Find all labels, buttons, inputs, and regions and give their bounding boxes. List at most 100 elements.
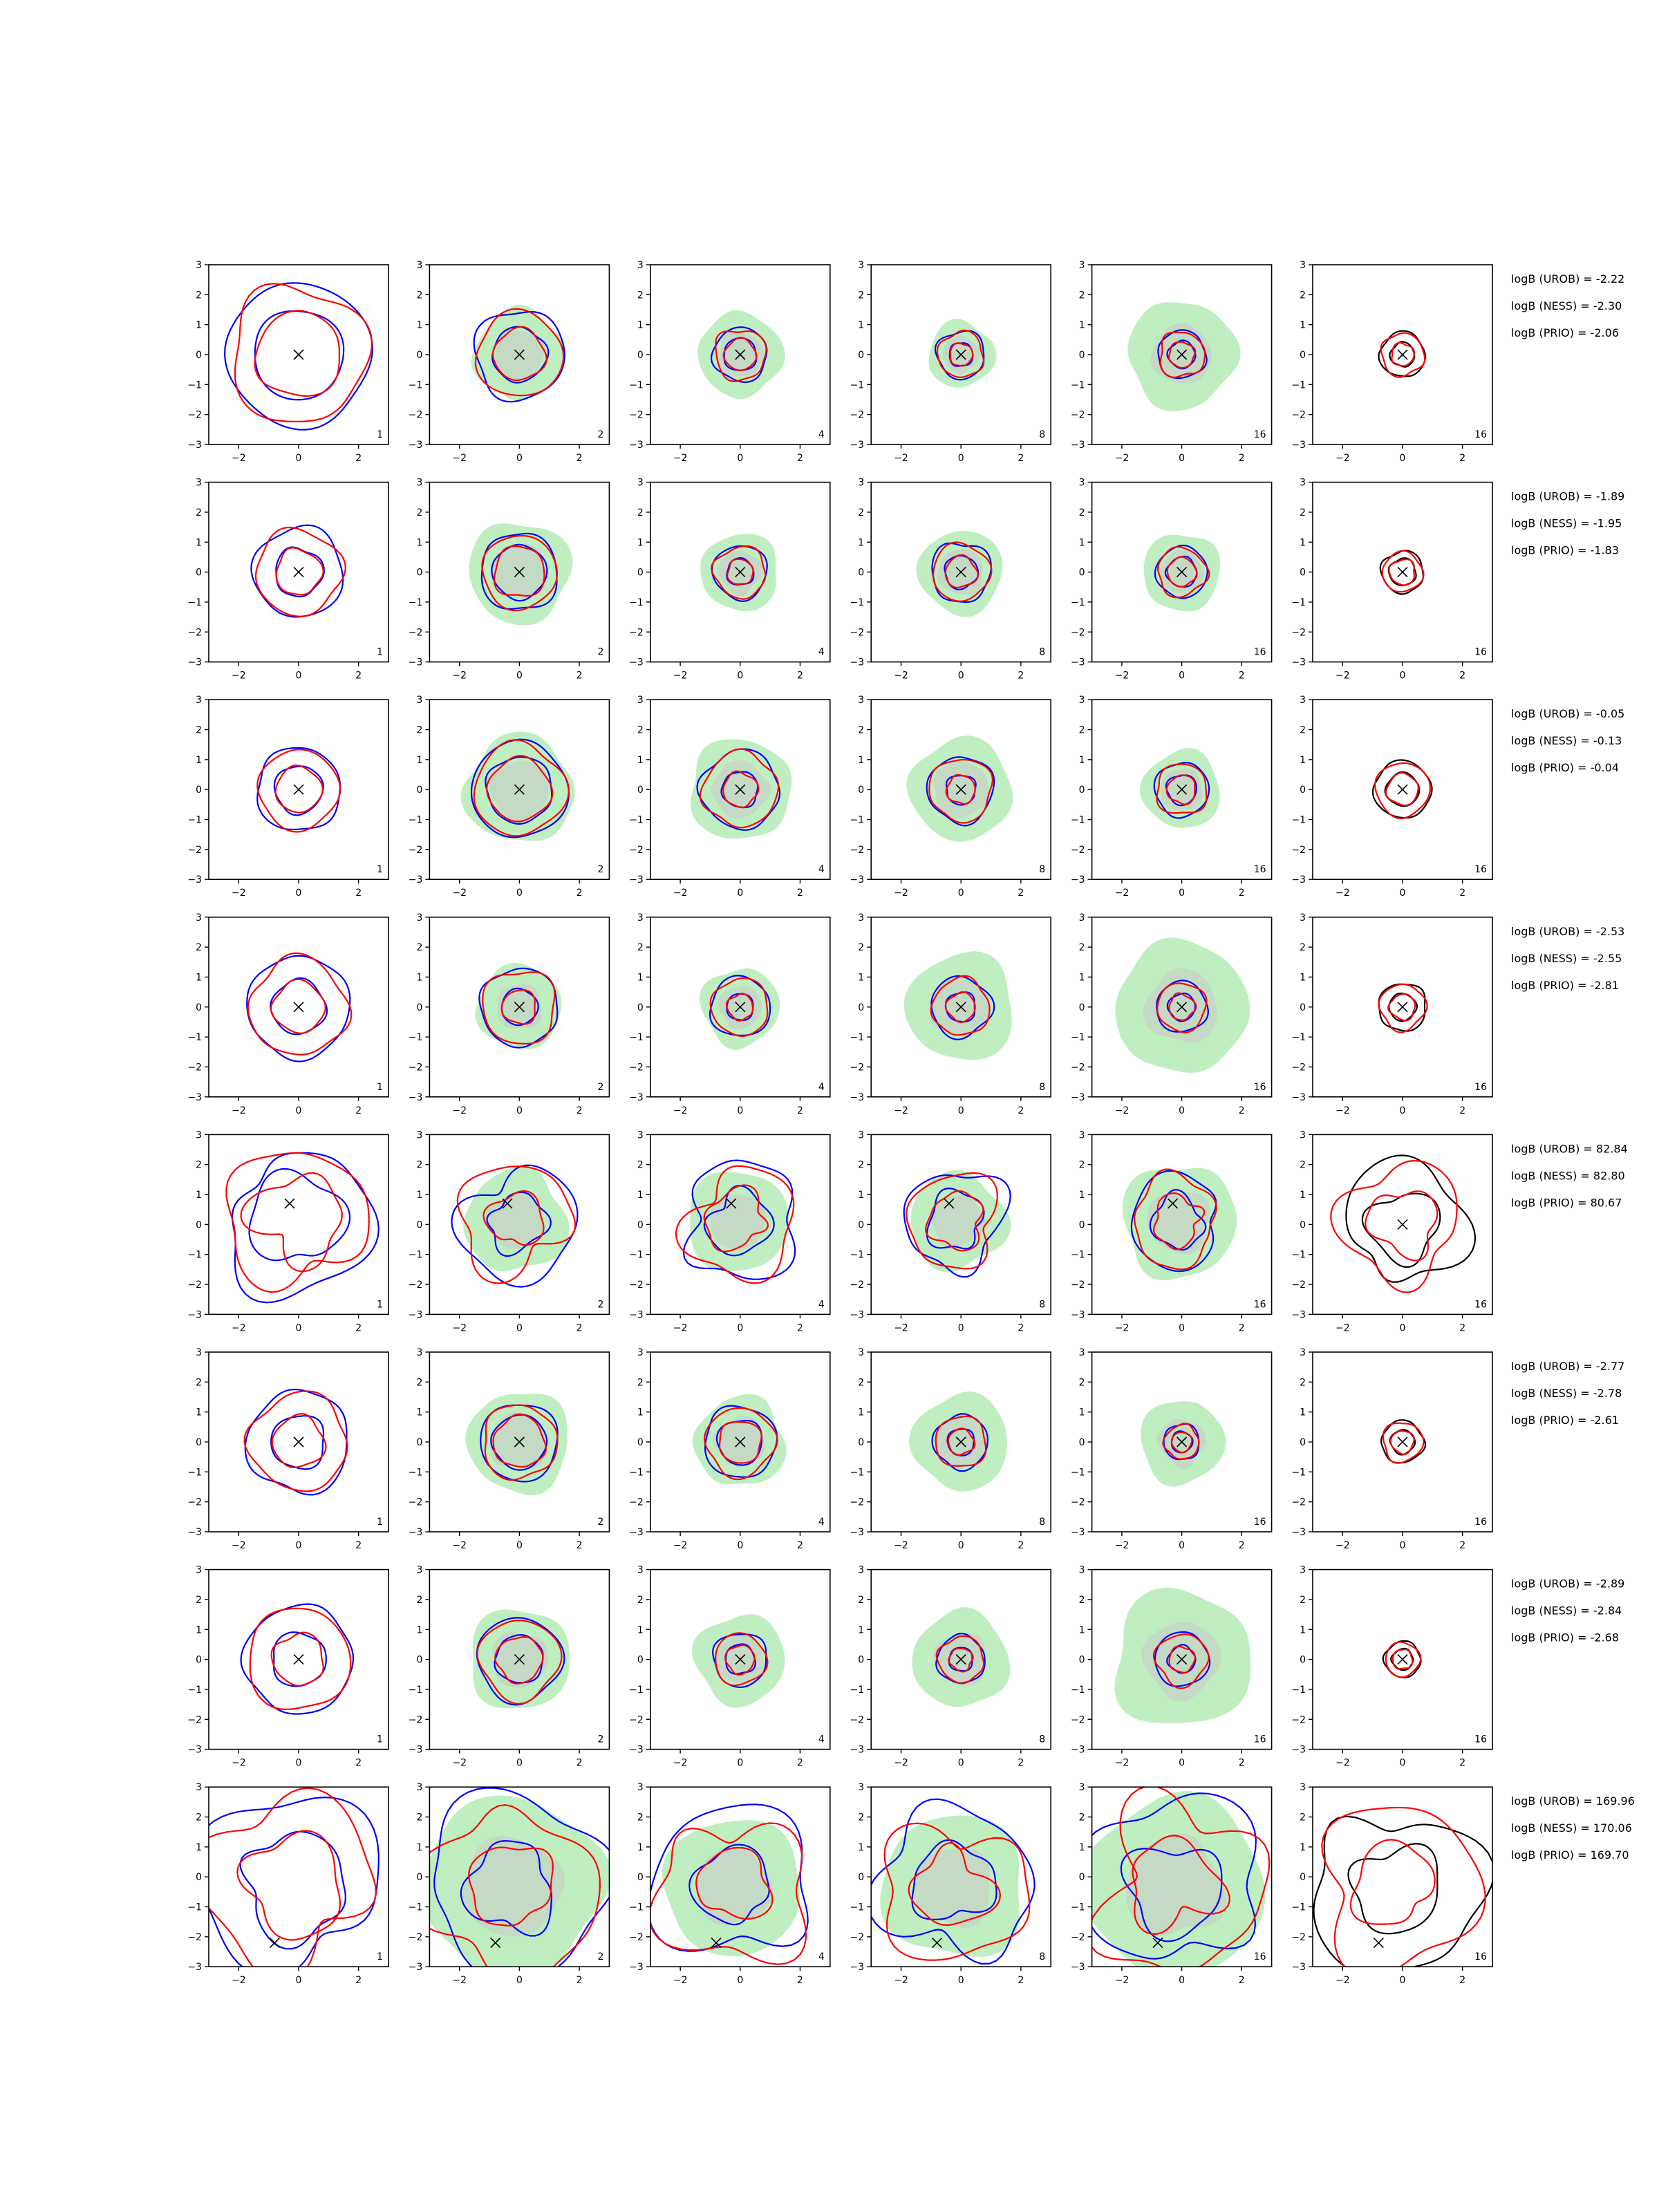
y-tick-label: 2 xyxy=(637,1160,644,1171)
y-tick-label: 2 xyxy=(1079,1812,1085,1824)
x-tick-label: −2 xyxy=(232,1322,246,1333)
y-tick-label: −2 xyxy=(629,1714,644,1725)
true-value-marker xyxy=(1177,784,1188,795)
y-tick-label: 2 xyxy=(416,507,422,518)
y-tick-label: −1 xyxy=(1071,597,1085,608)
series-b-contour xyxy=(703,1407,778,1481)
y-tick-label: −1 xyxy=(187,815,202,826)
series-a-contour xyxy=(480,532,558,610)
y-tick-label: −2 xyxy=(409,1062,423,1073)
y-tick-label: 0 xyxy=(416,785,422,796)
y-tick-label: 3 xyxy=(637,695,644,706)
panel-plot-area xyxy=(223,282,374,431)
panel-corner-label: 1 xyxy=(377,429,383,440)
y-tick-label: −1 xyxy=(409,379,423,391)
y-tick-label: −3 xyxy=(629,1309,644,1320)
true-value-marker xyxy=(293,1002,304,1013)
y-tick-label: 2 xyxy=(1300,1377,1306,1388)
panel-corner-label: 2 xyxy=(597,1299,603,1310)
y-tick-label: −2 xyxy=(629,627,644,638)
x-tick-label: 2 xyxy=(577,1758,583,1769)
y-tick-label: 0 xyxy=(637,1437,644,1448)
x-tick-label: −2 xyxy=(1335,1322,1350,1333)
panel-r2-c3: 3 2 1 0 −1 −2 −3 −2 0 2 4 xyxy=(629,478,831,682)
x-tick-label: −2 xyxy=(232,1540,246,1551)
series-b-contour xyxy=(1330,1159,1458,1293)
panel-r7-c5: 3 2 1 0 −1 −2 −3 −2 0 2 16 xyxy=(1071,1565,1273,1769)
panel-corner-label: 2 xyxy=(597,1734,603,1745)
x-tick-label: 2 xyxy=(1239,1540,1245,1551)
y-tick-label: −1 xyxy=(629,1467,644,1478)
x-tick-label: 2 xyxy=(1459,453,1465,464)
true-value-marker xyxy=(1177,567,1188,578)
panel-plot-area xyxy=(1379,550,1425,595)
y-tick-label: 0 xyxy=(196,1002,202,1013)
series-a-contour xyxy=(239,1830,347,1950)
panel-corner-label: 2 xyxy=(597,429,603,440)
y-tick-label: 0 xyxy=(1300,1872,1306,1883)
y-tick-label: −3 xyxy=(409,874,423,885)
y-tick-label: 2 xyxy=(1079,1595,1085,1606)
true-value-marker xyxy=(955,1654,966,1665)
panel-plot-area xyxy=(675,1159,796,1284)
y-tick-label: −3 xyxy=(1071,1309,1085,1320)
y-tick-label: −3 xyxy=(187,657,202,668)
x-tick-label: 2 xyxy=(355,453,362,464)
y-tick-label: 0 xyxy=(858,1437,864,1448)
y-tick-label: 3 xyxy=(196,260,202,271)
x-tick-label: 0 xyxy=(1179,453,1185,464)
x-tick-label: −2 xyxy=(1115,1105,1130,1116)
series-b-contour xyxy=(236,1830,341,1941)
y-tick-label: −3 xyxy=(629,1745,644,1756)
y-tick-label: 2 xyxy=(1300,290,1306,301)
bayes-factor-text: logB (PRIO) = 169.70 xyxy=(1511,1848,1629,1862)
y-tick-label: 2 xyxy=(416,290,422,301)
x-tick-label: −2 xyxy=(894,1322,908,1333)
true-value-marker xyxy=(490,1937,501,1949)
y-tick-label: 1 xyxy=(1300,1190,1306,1201)
series-a-contour xyxy=(1166,992,1197,1022)
series-b-contour xyxy=(1388,559,1415,586)
y-tick-label: 3 xyxy=(1300,912,1306,924)
y-tick-label: −2 xyxy=(850,410,865,421)
panel-plot-area xyxy=(1143,534,1220,612)
y-tick-label: 0 xyxy=(637,350,644,361)
series-b-contour xyxy=(482,1190,545,1246)
x-tick-label: −2 xyxy=(1335,1758,1350,1769)
series-b-contour xyxy=(209,1787,377,1967)
x-tick-label: −2 xyxy=(1335,1105,1350,1116)
y-tick-label: −2 xyxy=(409,627,423,638)
x-tick-label: 2 xyxy=(577,453,583,464)
bayes-factor-text: logB (PRIO) = 80.67 xyxy=(1511,1196,1622,1209)
series-a-contour xyxy=(911,1839,997,1921)
series-b-contour xyxy=(928,758,993,824)
true-value-marker xyxy=(284,1198,295,1209)
y-tick-label: −2 xyxy=(1291,1714,1306,1725)
y-tick-label: 2 xyxy=(637,1377,644,1388)
y-tick-label: 2 xyxy=(1300,1595,1306,1606)
series-b-contour xyxy=(1382,1422,1425,1464)
panel-plot-area xyxy=(1378,330,1427,378)
panel-corner-label: 8 xyxy=(1039,1951,1045,1962)
series-a-contour xyxy=(711,1633,767,1689)
y-tick-label: 1 xyxy=(1079,972,1085,983)
x-tick-label: −2 xyxy=(1115,1758,1130,1769)
x-tick-label: −2 xyxy=(452,1105,467,1116)
y-tick-label: 0 xyxy=(1300,568,1306,579)
bayes-factor-text: logB (PRIO) = -2.81 xyxy=(1511,979,1619,992)
y-tick-label: 3 xyxy=(637,260,644,271)
x-tick-label: −2 xyxy=(673,1758,688,1769)
x-tick-label: 2 xyxy=(1459,1322,1465,1333)
posterior-inner-region xyxy=(695,1848,774,1925)
x-tick-label: 0 xyxy=(296,1975,302,1986)
series-a-contour xyxy=(1154,544,1208,599)
panel-r7-c1: 3 2 1 0 −1 −2 −3 −2 0 2 1 xyxy=(187,1565,389,1769)
series-b-contour xyxy=(935,1635,985,1685)
series-b-contour xyxy=(234,283,373,422)
panel-r6-c5: 3 2 1 0 −1 −2 −3 −2 0 2 16 xyxy=(1071,1347,1273,1551)
y-tick-label: 3 xyxy=(1300,478,1306,489)
x-tick-label: 2 xyxy=(577,671,583,682)
axes-frame xyxy=(1312,1786,1493,1967)
y-tick-label: −2 xyxy=(850,845,865,856)
